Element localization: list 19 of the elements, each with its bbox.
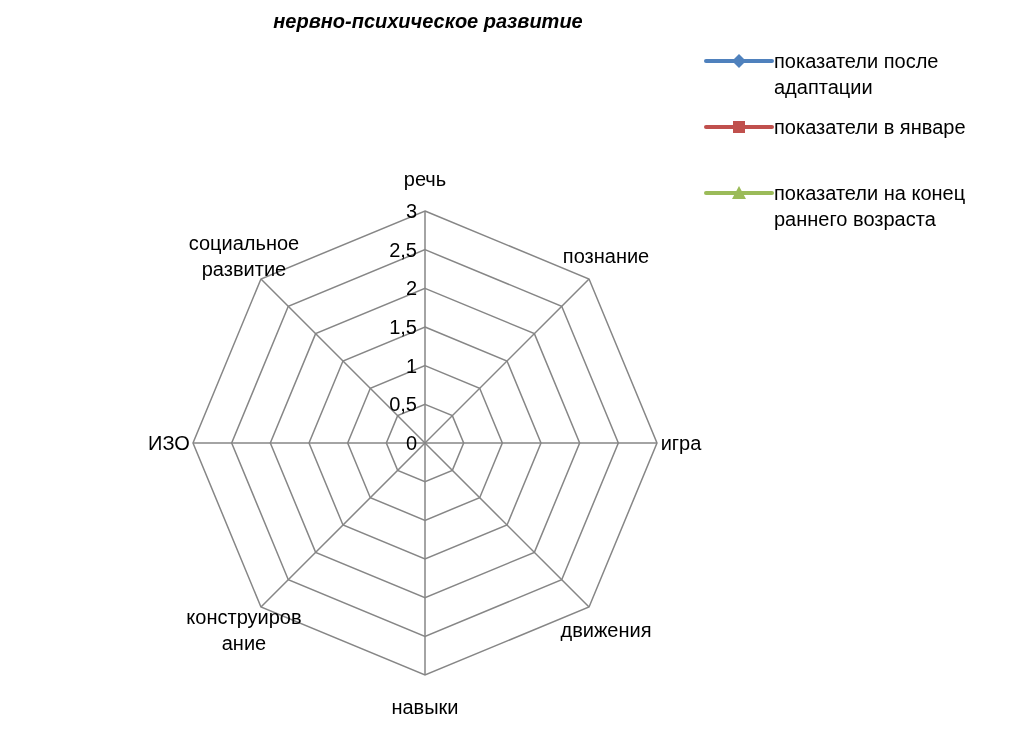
spoke-label: речь	[403, 168, 447, 190]
y-tick-label: 0	[405, 432, 417, 454]
y-tick-label: 2,5	[389, 238, 417, 261]
y-tick-label: 2	[405, 277, 417, 300]
spoke-label: движения	[560, 618, 652, 641]
legend-label: показатели после адаптации	[774, 49, 940, 100]
spoke-label: игра	[660, 432, 703, 454]
spoke-label: ИЗО	[148, 432, 190, 454]
chart-title: нервно-психическое развитие	[272, 10, 584, 33]
legend-label: показатели на конец раннего возраста	[774, 181, 967, 232]
y-tick-label: 3	[405, 200, 417, 222]
y-tick-label: 0,5	[389, 393, 417, 416]
spoke-label: социальное развитие	[188, 232, 300, 281]
y-tick-label: 1	[405, 354, 417, 377]
y-tick-label: 1,5	[389, 316, 417, 338]
spoke-label: конструирование	[186, 605, 302, 654]
spoke-label: познание	[562, 245, 650, 268]
spoke-label: навыки	[391, 696, 459, 718]
legend-label: показатели в январе	[774, 115, 966, 140]
